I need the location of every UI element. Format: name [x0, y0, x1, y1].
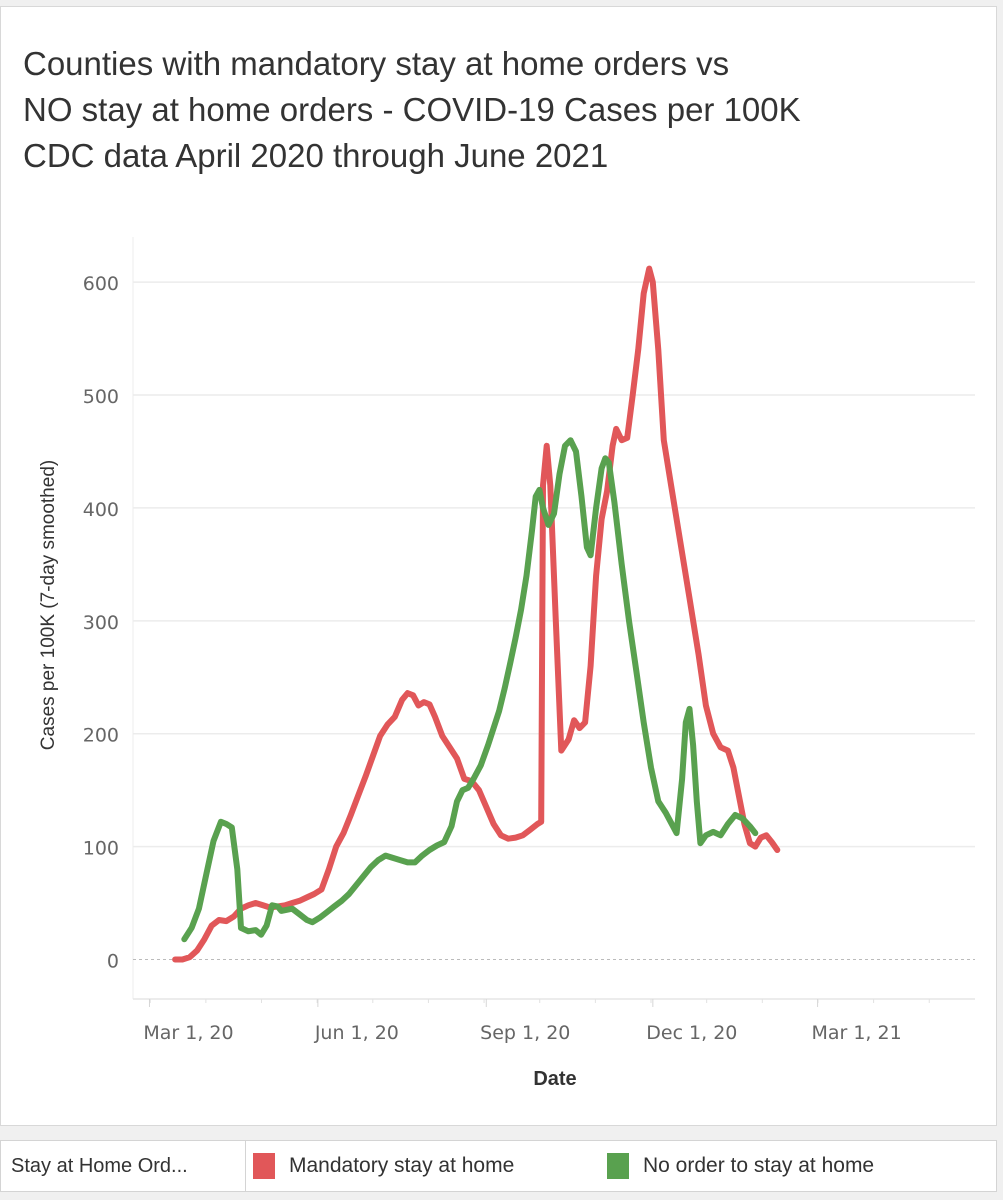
legend: Stay at Home Ord... Mandatory stay at ho…	[0, 1140, 997, 1192]
legend-label-mandatory: Mandatory stay at home	[289, 1154, 515, 1177]
y-tick-label: 500	[83, 386, 119, 408]
y-tick-label: 300	[83, 612, 119, 634]
title-line-2: NO stay at home orders - COVID-19 Cases …	[23, 91, 801, 128]
y-axis-ticks: 0 100 200 300 400 500 600	[83, 273, 119, 972]
x-tick-label: Sep 1, 20	[480, 1022, 570, 1044]
x-tick-label: Jun 1, 20	[314, 1022, 399, 1044]
x-axis-ticks: Mar 1, 20 Jun 1, 20 Sep 1, 20 Dec 1, 20 Mar …	[143, 999, 930, 1044]
title-line-3: CDC data April 2020 through June 2021	[23, 137, 609, 174]
legend-swatch-mandatory	[253, 1153, 275, 1179]
y-axis-label: Cases per 100K (7-day smoothed)	[38, 460, 59, 750]
chart-panel: Counties with mandatory stay at home ord…	[0, 6, 997, 1126]
legend-item-no-order[interactable]: No order to stay at home	[607, 1141, 874, 1191]
legend-label-no-order: No order to stay at home	[643, 1154, 875, 1177]
legend-swatch-no-order	[607, 1153, 629, 1179]
series-line-no-order[interactable]	[181, 437, 759, 943]
x-tick-label: Dec 1, 20	[646, 1022, 737, 1044]
y-tick-label: 400	[83, 499, 119, 521]
y-tick-label: 0	[107, 950, 119, 972]
title-line-1: Counties with mandatory stay at home ord…	[23, 45, 730, 82]
line-chart[interactable]: 0 100 200 300 400 500 600 Mar 1, 20 Jun 1, 20 Se…	[0, 0, 1003, 1130]
x-axis-label: Date	[533, 1068, 576, 1090]
y-tick-label: 600	[83, 273, 119, 295]
series-line-mandatory[interactable]	[172, 265, 781, 963]
series-lines	[172, 265, 781, 963]
x-tick-label: Mar 1, 21	[811, 1022, 901, 1044]
y-tick-label: 200	[83, 725, 119, 747]
legend-title[interactable]: Stay at Home Ord...	[1, 1141, 246, 1191]
x-tick-label: Mar 1, 20	[143, 1022, 233, 1044]
legend-item-mandatory[interactable]: Mandatory stay at home	[253, 1141, 514, 1191]
chart-title: Counties with mandatory stay at home ord…	[23, 41, 983, 179]
y-tick-label: 100	[83, 838, 119, 860]
gridlines	[132, 237, 975, 1000]
